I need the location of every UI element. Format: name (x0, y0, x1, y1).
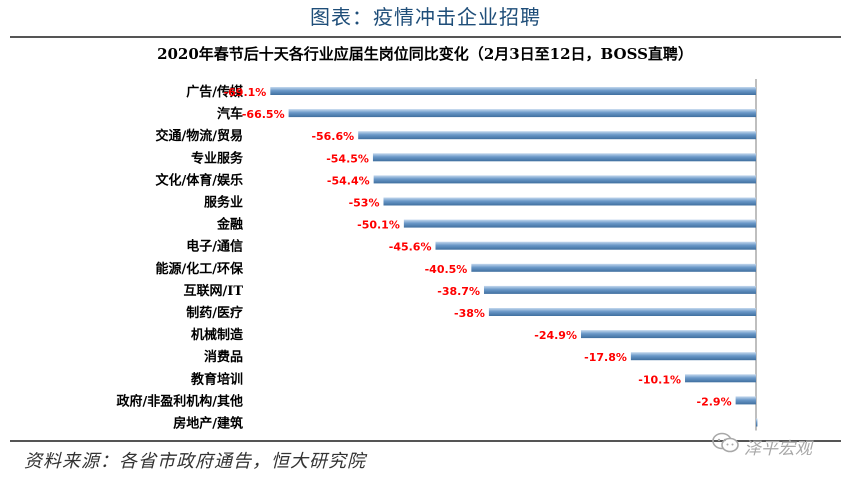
watermark: 泽平宏观 (712, 430, 832, 460)
category-label: 电子/通信 (186, 239, 243, 255)
data-label: -66.5% (242, 108, 285, 121)
data-label: -69.1% (224, 86, 267, 99)
bar (358, 131, 756, 140)
data-label: -2.9% (697, 395, 732, 408)
bar (288, 109, 756, 118)
category-label: 房地产/建筑 (173, 416, 243, 432)
bar (270, 87, 756, 95)
bar (483, 285, 756, 294)
bar (471, 263, 756, 272)
category-label: 互联网/IT (183, 284, 243, 299)
watermark-text: 泽平宏观 (744, 439, 812, 459)
category-label: 服务业 (204, 195, 243, 211)
chart-title: 2020年春节后十天各行业应届生岗位同比变化（2月3日至12日，BOSS直聘） (157, 45, 693, 63)
category-label: 消费品 (204, 349, 243, 365)
category-label: 汽车 (217, 106, 243, 122)
category-label: 机械制造 (191, 327, 244, 343)
page-title: 图表：疫情冲击企业招聘 (310, 5, 541, 29)
data-label: -56.6% (311, 130, 354, 143)
data-label: 0.2% (741, 437, 772, 439)
bar (756, 418, 758, 427)
data-label: -53% (349, 197, 380, 210)
source-note: 资料来源：各省市政府通告，恒大研究院 (24, 451, 366, 472)
data-label: -38% (454, 307, 485, 320)
data-label: -45.6% (389, 241, 432, 254)
bar (685, 374, 756, 383)
bar (630, 352, 756, 361)
bar (383, 197, 756, 206)
category-label: 政府/非盈利机构/其他 (117, 393, 244, 409)
category-label: 文化/体育/娱乐 (156, 172, 244, 188)
bar (403, 219, 756, 228)
data-label: -50.1% (357, 219, 400, 232)
bottom-divider (10, 440, 841, 442)
data-label: -10.1% (638, 373, 681, 386)
bar (580, 330, 756, 339)
data-label: -54.5% (326, 152, 369, 165)
category-label: 教育培训 (190, 371, 243, 387)
category-label: 能源/化工/环保 (156, 261, 244, 277)
data-label: -40.5% (425, 263, 468, 276)
data-label: -38.7% (437, 285, 480, 298)
bar-chart: 2020年春节后十天各行业应届生岗位同比变化（2月3日至12日，BOSS直聘） … (117, 45, 772, 439)
category-label: 交通/物流/贸易 (156, 128, 244, 144)
bar (373, 175, 756, 184)
bar (488, 308, 756, 316)
data-label: -54.4% (327, 174, 370, 187)
category-label: 制药/医疗 (186, 305, 243, 321)
data-label: -24.9% (534, 329, 577, 342)
bar (435, 241, 756, 250)
top-divider (10, 36, 841, 38)
category-label: 广告/传媒 (186, 84, 244, 100)
category-label: 金融 (216, 217, 243, 233)
wechat-icon (712, 432, 739, 453)
data-label: -17.8% (584, 351, 627, 364)
category-label: 专业服务 (191, 150, 244, 166)
bar (735, 396, 756, 405)
bar (372, 153, 756, 162)
